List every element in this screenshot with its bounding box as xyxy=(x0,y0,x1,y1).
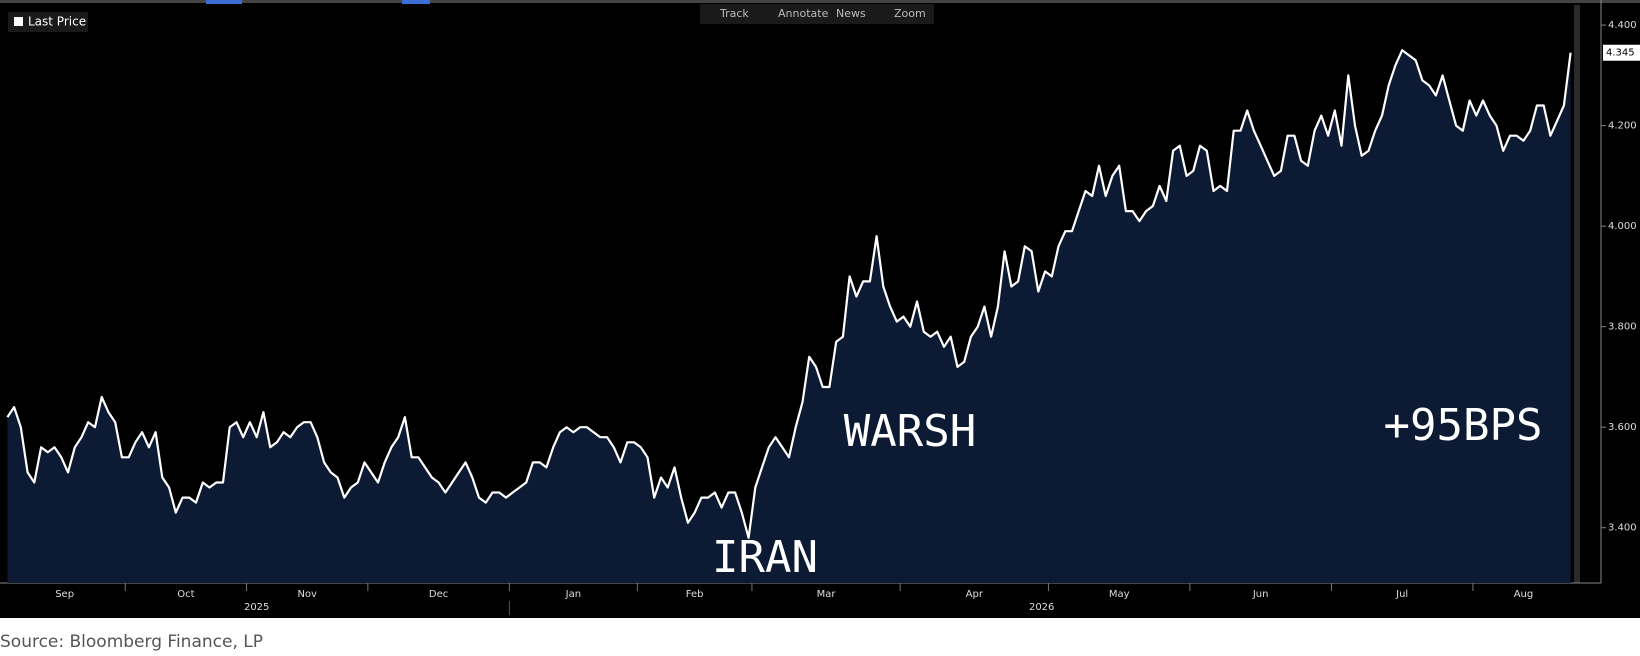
legend-box xyxy=(8,12,88,32)
y-tick-label: 3.600 xyxy=(1608,422,1637,433)
year-label: 2026 xyxy=(1029,602,1054,613)
annotation: IRAN xyxy=(712,532,818,583)
toolbar-button[interactable]: News xyxy=(836,7,866,20)
x-tick-label: Aug xyxy=(1514,589,1534,600)
year-label: 2025 xyxy=(244,602,269,613)
x-tick-label: Feb xyxy=(686,589,704,600)
x-tick-label: May xyxy=(1109,589,1130,600)
top-bar xyxy=(0,0,1640,3)
toolbar xyxy=(700,4,934,24)
area xyxy=(7,50,1571,583)
y-tick-label: 4.000 xyxy=(1608,221,1637,232)
last-value-tag xyxy=(1603,44,1640,61)
legend-label: Last Price xyxy=(28,15,86,29)
toolbar-button[interactable]: Annotate xyxy=(778,7,829,20)
legend-swatch xyxy=(14,17,23,26)
x-tick-label: Apr xyxy=(966,589,984,600)
x-tick-label: Jun xyxy=(1252,589,1269,600)
x-tick-label: Nov xyxy=(297,589,317,600)
x-tick-label: Jan xyxy=(565,589,581,600)
y-tick-label: 4.400 xyxy=(1608,20,1637,31)
annotation: +95BPS xyxy=(1384,400,1543,451)
tab-indicator xyxy=(206,0,242,4)
plot-edge xyxy=(1574,5,1580,583)
x-tick-label: Mar xyxy=(817,589,837,600)
toolbar-button[interactable]: Zoom xyxy=(894,7,926,20)
y-tick-label: 3.800 xyxy=(1608,322,1637,333)
last-value-label: 4.345 xyxy=(1606,48,1635,59)
x-tick-label: Oct xyxy=(177,589,194,600)
x-tick-label: Jul xyxy=(1395,589,1408,600)
annotation: WARSH xyxy=(844,406,976,457)
line xyxy=(6,49,1572,539)
source: Source: Bloomberg Finance, LP xyxy=(0,632,263,652)
x-tick-label: Sep xyxy=(55,589,74,600)
toolbar-button[interactable]: Track xyxy=(719,7,749,20)
y-tick-label: 3.400 xyxy=(1608,523,1637,534)
x-tick-label: Dec xyxy=(429,589,448,600)
tab-indicator xyxy=(402,0,430,4)
y-tick-label: 4.200 xyxy=(1608,121,1637,132)
